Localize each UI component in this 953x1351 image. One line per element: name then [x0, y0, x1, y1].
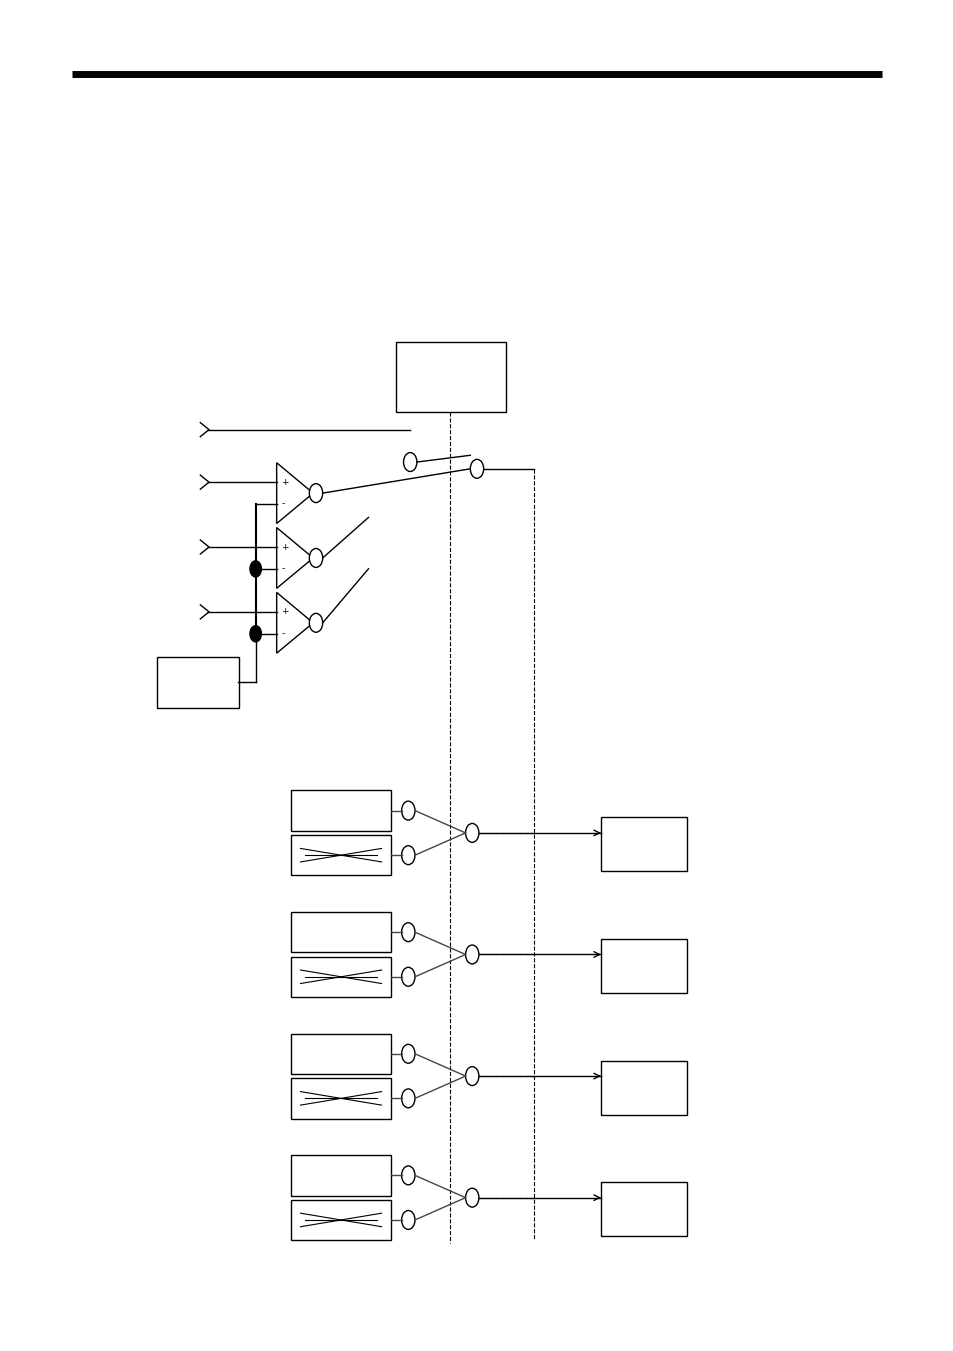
Bar — [600, 1061, 686, 1115]
Bar — [600, 939, 686, 993]
Circle shape — [465, 823, 478, 843]
Circle shape — [401, 967, 415, 986]
Circle shape — [401, 1166, 415, 1185]
Bar — [291, 1155, 391, 1196]
Text: +: + — [281, 543, 289, 551]
Circle shape — [250, 561, 261, 577]
Text: +: + — [281, 608, 289, 616]
Bar — [291, 1034, 391, 1074]
Text: -: - — [281, 630, 284, 638]
Bar — [291, 790, 391, 831]
Circle shape — [401, 1044, 415, 1063]
Bar — [157, 657, 238, 708]
Circle shape — [465, 1067, 478, 1086]
Text: -: - — [281, 565, 284, 573]
Circle shape — [401, 801, 415, 820]
Circle shape — [250, 626, 261, 642]
Circle shape — [465, 1189, 478, 1208]
Circle shape — [465, 946, 478, 965]
Text: +: + — [281, 478, 289, 486]
Bar — [291, 912, 391, 952]
Bar — [600, 817, 686, 871]
Polygon shape — [276, 463, 313, 523]
Text: -: - — [281, 500, 284, 508]
Circle shape — [401, 846, 415, 865]
Circle shape — [401, 923, 415, 942]
Bar — [395, 342, 505, 412]
Bar — [291, 835, 391, 875]
Polygon shape — [276, 528, 313, 589]
Bar — [291, 1200, 391, 1240]
Circle shape — [470, 459, 483, 478]
Polygon shape — [276, 592, 313, 654]
Circle shape — [401, 1089, 415, 1108]
Circle shape — [309, 484, 322, 503]
Bar — [600, 1182, 686, 1236]
Bar — [291, 1078, 391, 1119]
Circle shape — [309, 549, 322, 567]
Circle shape — [309, 613, 322, 632]
Bar — [291, 957, 391, 997]
Circle shape — [401, 1210, 415, 1229]
Circle shape — [403, 453, 416, 471]
